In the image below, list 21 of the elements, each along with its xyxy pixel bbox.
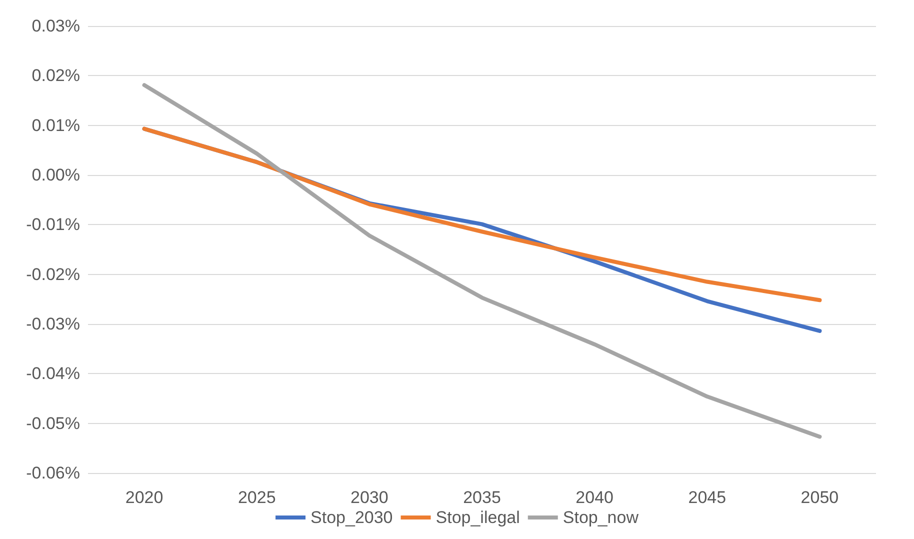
- y-tick-label: -0.03%: [26, 314, 80, 334]
- y-tick-label: -0.04%: [26, 364, 80, 384]
- y-tick-label: 0.00%: [32, 166, 80, 184]
- y-tick-label: 0.03%: [32, 16, 80, 36]
- x-tick-label: 2030: [350, 488, 388, 507]
- x-tick-label: 2050: [800, 488, 839, 507]
- legend-label: Stop_now: [562, 508, 640, 527]
- x-tick-label: 2045: [688, 488, 726, 507]
- legend-label: Stop_ilegal: [436, 508, 520, 527]
- y-tick-label: 0.01%: [32, 116, 80, 135]
- line-series: [142, 83, 822, 439]
- x-tick-label: 2035: [463, 488, 501, 507]
- y-tick-label: 0.02%: [32, 66, 80, 86]
- y-tick-label: -0.02%: [26, 264, 80, 284]
- x-tick-label: 2025: [238, 488, 276, 507]
- y-tick-label: -0.05%: [26, 414, 80, 433]
- y-tick-label: -0.01%: [26, 215, 80, 234]
- y-tick-label: -0.06%: [26, 464, 80, 482]
- x-tick-label: 2040: [576, 488, 614, 507]
- x-tick-label: 2020: [125, 488, 164, 507]
- legend-label: Stop_2030: [310, 508, 393, 527]
